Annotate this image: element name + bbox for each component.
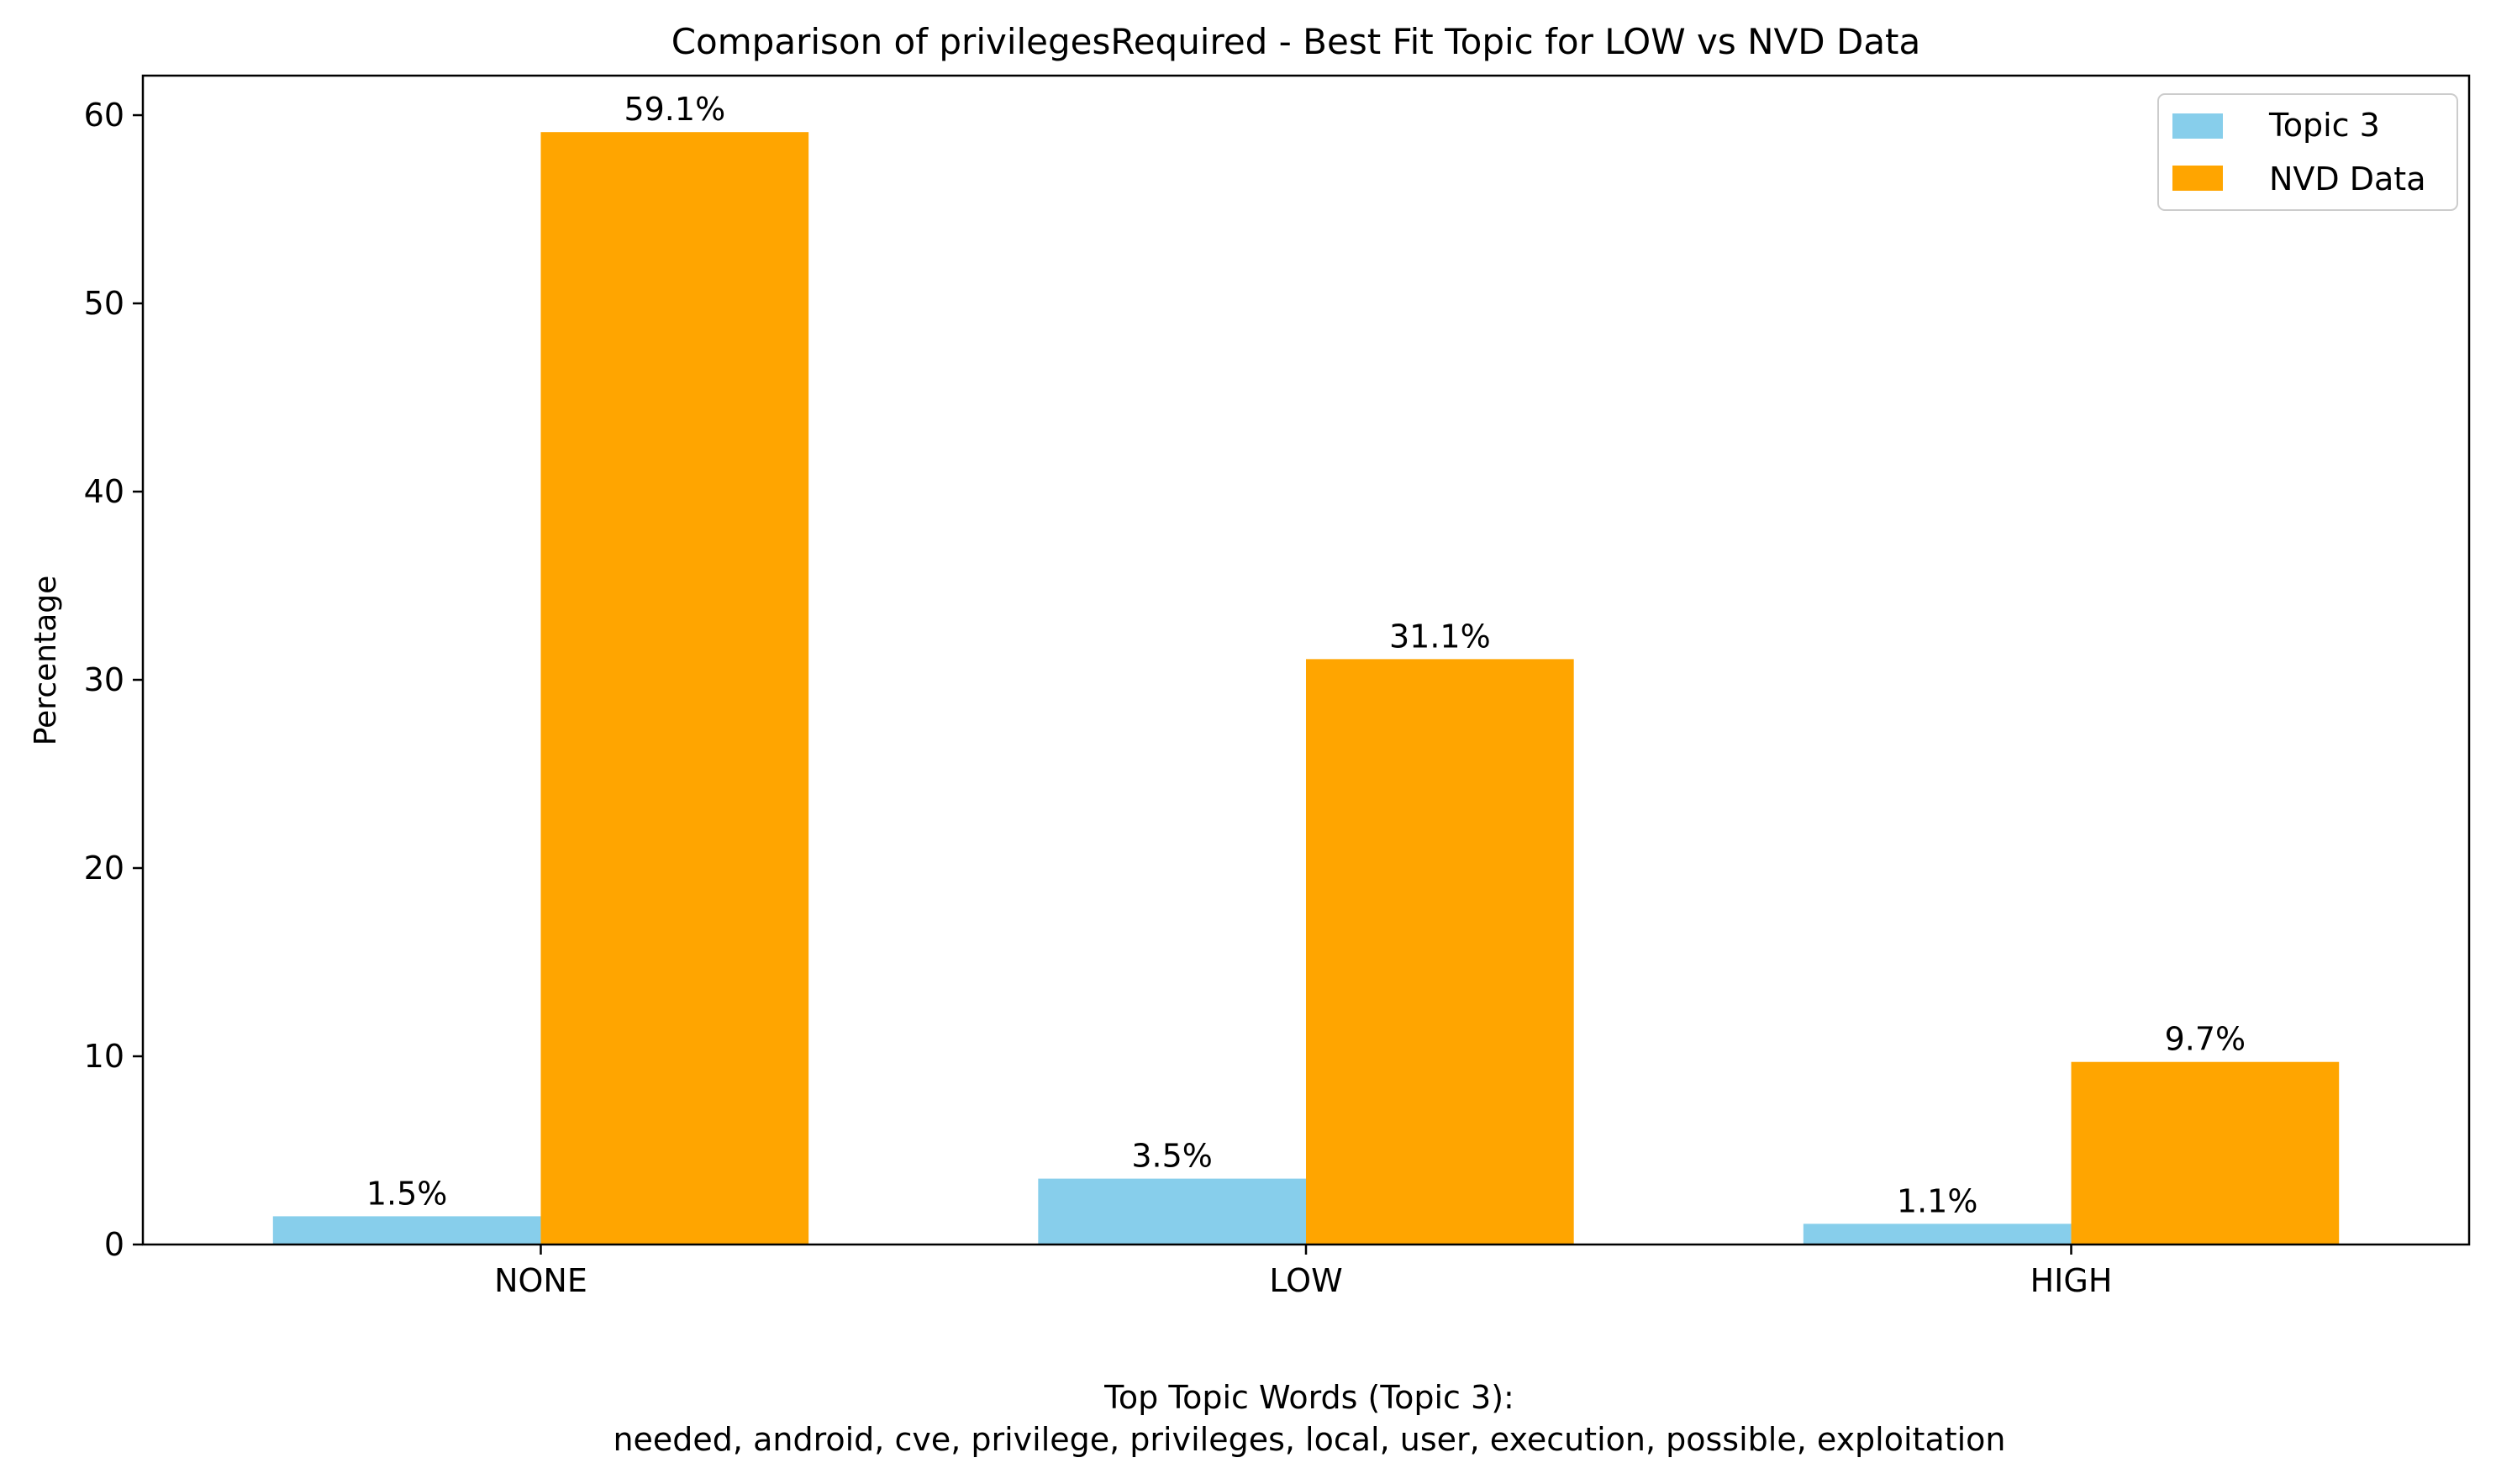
legend-swatch-nvd-data — [2172, 166, 2223, 191]
bar-nvd-data-none — [540, 132, 809, 1245]
y-axis: 0 10 20 30 40 50 60 — [84, 97, 143, 1263]
x-axis: NONE LOW HIGH — [494, 1245, 2112, 1299]
plot-area: 1.5% 3.5% 1.1% 59.1% 31.1% 9.7% — [141, 74, 2471, 1246]
y-axis-label: Percentage — [29, 576, 63, 746]
y-tick-label: 10 — [84, 1038, 124, 1075]
y-tick-label: 0 — [104, 1226, 124, 1263]
y-tick-label: 50 — [84, 285, 124, 322]
bar-nvd-data-low — [1306, 659, 1574, 1245]
y-tick-label: 20 — [84, 850, 124, 887]
bar-value-label: 59.1% — [624, 91, 725, 128]
x-axis-label-title: Top Topic Words (Topic 3): — [1103, 1379, 1514, 1416]
bar-topic-3-none — [272, 1216, 541, 1245]
bar-nvd-data-high — [2071, 1061, 2340, 1245]
bar-topic-3-low — [1038, 1178, 1306, 1245]
bar-value-label: 1.1% — [1897, 1182, 1978, 1219]
bar-value-label: 31.1% — [1389, 618, 1491, 655]
bar-value-label: 1.5% — [366, 1175, 448, 1212]
legend: Topic 3 NVD Data — [2157, 93, 2458, 211]
legend-label-topic-3: Topic 3 — [2268, 107, 2380, 144]
y-tick-label: 60 — [84, 97, 124, 134]
bar-value-label: 3.5% — [1131, 1138, 1213, 1175]
legend-box — [2157, 93, 2458, 211]
bars-group — [272, 132, 2340, 1245]
y-tick-label: 40 — [84, 473, 124, 510]
y-tick-label: 30 — [84, 661, 124, 698]
legend-swatch-topic-3 — [2172, 113, 2223, 139]
legend-label-nvd-data: NVD Data — [2269, 161, 2426, 197]
x-tick-label: NONE — [494, 1262, 587, 1299]
bar-value-label: 9.7% — [2165, 1021, 2246, 1058]
chart-title: Comparison of privilegesRequired - Best … — [671, 21, 1921, 62]
bar-topic-3-high — [1803, 1224, 2072, 1245]
x-tick-label: LOW — [1269, 1262, 1342, 1299]
x-tick-label: HIGH — [2030, 1262, 2113, 1299]
x-axis-label-words: needed, android, cve, privilege, privile… — [613, 1421, 2005, 1458]
bar-labels-group: 1.5% 3.5% 1.1% 59.1% 31.1% 9.7% — [366, 91, 2246, 1219]
